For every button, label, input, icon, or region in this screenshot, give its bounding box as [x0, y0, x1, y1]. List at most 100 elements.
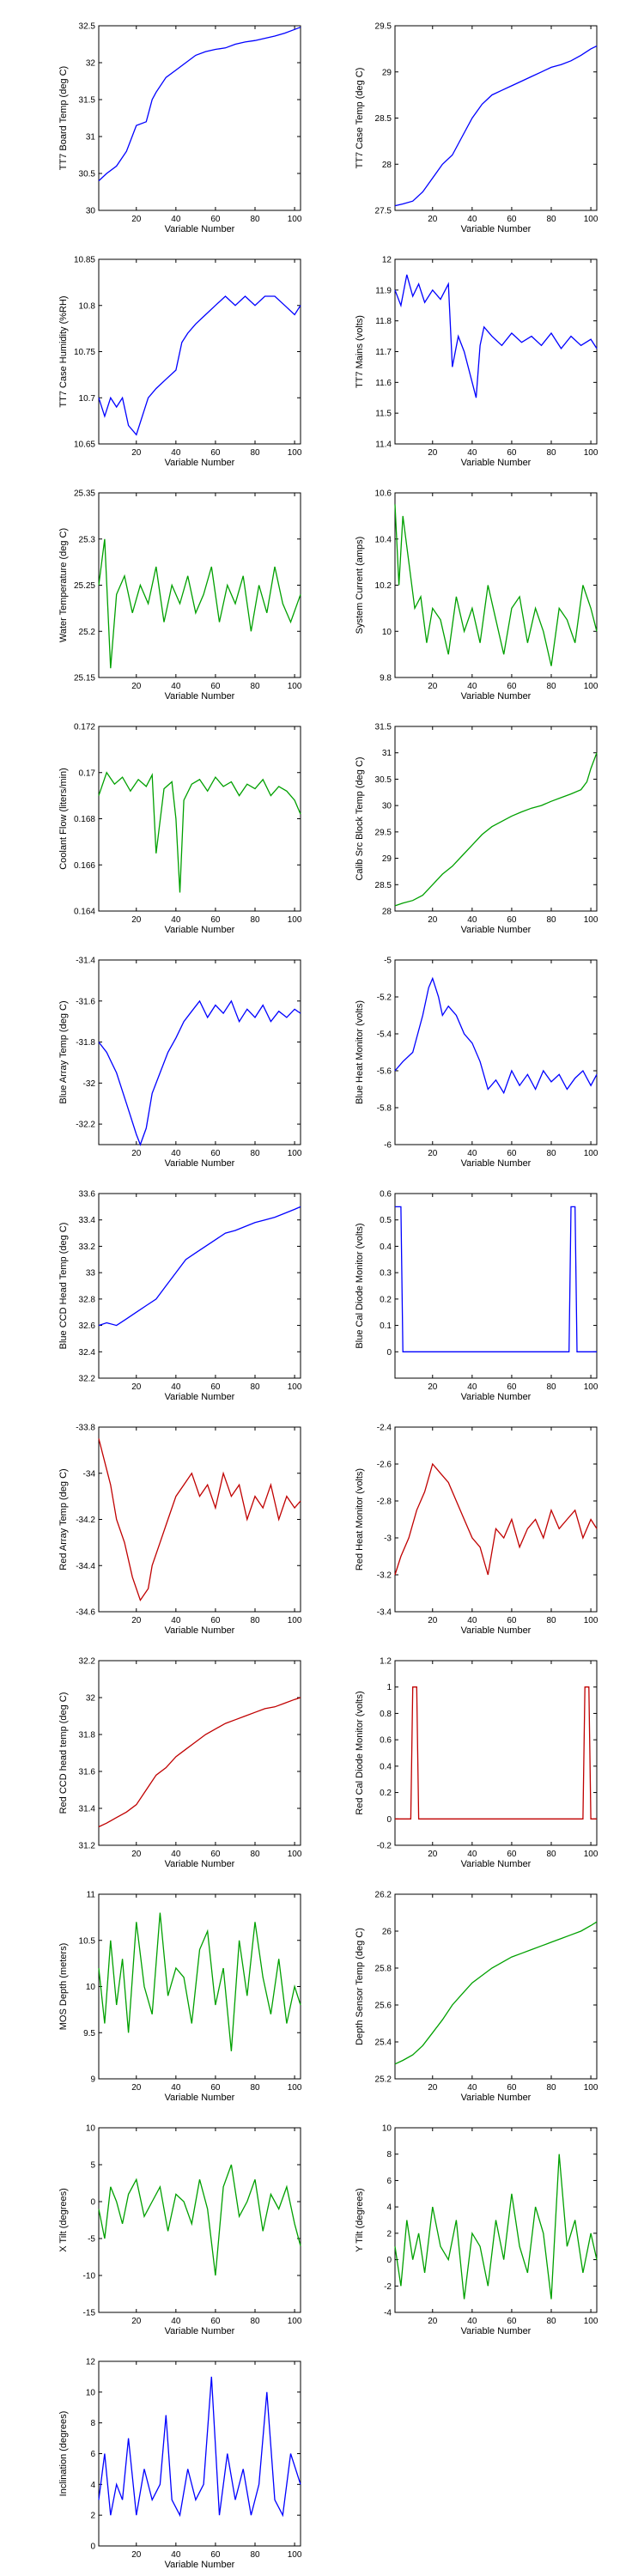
y-tick-label: 0	[386, 1815, 392, 1825]
y-tick-label: 25.25	[74, 581, 95, 591]
y-tick-label: -34.6	[76, 1608, 95, 1618]
series-line	[395, 1206, 597, 1352]
plot-frame	[394, 258, 598, 445]
x-tick-label: 20	[428, 1850, 438, 1859]
x-tick-label: 20	[131, 682, 142, 691]
x-tick-label: 60	[507, 1850, 517, 1859]
x-tick-label: 60	[507, 448, 517, 458]
y-tick-label: 0.3	[380, 1269, 392, 1279]
x-tick-label: 40	[171, 1149, 181, 1158]
x-axis-label: Variable Number	[165, 1859, 235, 1869]
y-tick-label: 8	[386, 2150, 392, 2160]
y-tick-label: 10.5	[79, 1936, 96, 1946]
y-axis-label: Inclination (degrees)	[58, 2411, 69, 2497]
y-tick-label: 0.8	[380, 1710, 392, 1719]
y-tick-label: 29.5	[375, 22, 392, 32]
y-tick-label: 29.5	[375, 828, 392, 837]
y-tick-label: 29	[382, 68, 392, 77]
x-tick-label: 60	[507, 682, 517, 691]
series-line	[394, 752, 598, 907]
y-tick-label: 32.6	[79, 1321, 96, 1331]
x-tick-label: 20	[131, 1850, 142, 1859]
y-axis-label: Red CCD head temp (deg C)	[58, 1692, 69, 1814]
y-tick-label: -0.2	[377, 1842, 392, 1851]
y-tick-label: 32.5	[79, 22, 96, 32]
y-tick-label: 27.5	[375, 207, 392, 216]
y-tick-label: 0.6	[380, 1736, 392, 1746]
y-tick-label: 4	[90, 2481, 95, 2490]
series-line	[394, 504, 598, 666]
y-tick-label: -15	[83, 2309, 96, 2318]
y-tick-label: -3.4	[377, 1608, 392, 1618]
x-tick-label: 100	[288, 1149, 302, 1158]
x-tick-label: 40	[171, 448, 181, 458]
x-axis-label: Variable Number	[461, 691, 532, 702]
y-axis-label: Red Heat Monitor (volts)	[355, 1468, 365, 1571]
x-tick-label: 20	[131, 1149, 142, 1158]
subplot-16: -0.2 0 0.2 0.4 0.6 0.8 1 1.2 20 40 60 80 100 Variable…	[355, 1657, 598, 1870]
x-tick-label: 80	[546, 682, 556, 691]
y-tick-label: -5	[88, 2235, 95, 2245]
series-line	[394, 46, 598, 207]
x-tick-label: 80	[546, 2083, 556, 2093]
y-tick-label: 32	[86, 59, 96, 69]
y-tick-label: -2	[384, 2282, 392, 2292]
y-axis-label: MOS Depth (meters)	[58, 1943, 69, 2030]
x-tick-label: 60	[210, 682, 221, 691]
series-line	[394, 274, 598, 398]
y-axis-label: TT7 Board Temp (deg C)	[58, 66, 69, 170]
x-axis-label: Variable Number	[165, 458, 235, 468]
x-tick-label: 60	[507, 2317, 517, 2326]
plot-frame	[394, 959, 598, 1145]
subplot-14: -3.4 -3.2 -3 -2.8 -2.6 -2.4 20 40 60 80 100 Variabl…	[355, 1424, 598, 1637]
x-axis-label: Variable Number	[165, 1392, 235, 1402]
y-tick-label: -34	[83, 1469, 96, 1479]
x-tick-label: 100	[584, 915, 598, 925]
subplot-20: -4 -2 0 2 4 6 8 10 20 40 60 80 100 Variable Number Y T…	[355, 2124, 598, 2337]
x-axis-label: Variable Number	[461, 224, 532, 234]
y-tick-label: 25.15	[74, 674, 95, 683]
y-tick-label: 31.4	[79, 1805, 96, 1814]
x-tick-label: 20	[131, 2317, 142, 2326]
y-tick-label: 0.17	[79, 769, 96, 778]
y-tick-label: 10	[86, 2124, 96, 2134]
y-tick-label: 32	[86, 1694, 96, 1704]
x-tick-label: 100	[288, 682, 302, 691]
x-axis-label: Variable Number	[461, 1392, 532, 1402]
x-tick-label: 40	[171, 2550, 181, 2560]
y-axis-label: X Tilt (degrees)	[58, 2188, 69, 2252]
x-axis-label: Variable Number	[461, 1859, 532, 1869]
y-tick-label: 1	[386, 1683, 392, 1692]
plot-frame	[394, 1660, 598, 1846]
x-tick-label: 100	[584, 1616, 598, 1625]
y-tick-label: 28	[382, 161, 392, 170]
y-tick-label: 11.9	[375, 286, 392, 295]
y-axis-label: TT7 Case Temp (deg C)	[355, 68, 365, 169]
y-tick-label: 31	[382, 749, 392, 758]
y-tick-label: 10.8	[79, 301, 96, 311]
x-tick-label: 60	[210, 2083, 221, 2093]
plot-frame	[394, 1193, 598, 1379]
plot-frame	[98, 2360, 301, 2547]
x-axis-label: Variable Number	[461, 925, 532, 935]
x-axis-label: Variable Number	[461, 1625, 532, 1636]
subplot-15: 31.2 31.4 31.6 31.8 32 32.2 20 40 60 80 100 Variabl…	[58, 1657, 302, 1870]
y-tick-label: 25.3	[79, 535, 96, 544]
series-line	[98, 295, 301, 436]
y-tick-label: 31.8	[79, 1731, 96, 1741]
y-axis-label: Blue Heat Monitor (volts)	[355, 1000, 365, 1104]
x-tick-label: 40	[467, 2083, 477, 2093]
x-tick-label: 40	[171, 682, 181, 691]
y-tick-label: -5.4	[377, 1030, 392, 1040]
y-axis-label: TT7 Mains (volts)	[355, 315, 365, 388]
x-tick-label: 20	[131, 2083, 142, 2093]
y-tick-label: 31.5	[375, 723, 392, 732]
y-tick-label: -2.4	[377, 1424, 392, 1433]
series-line	[394, 976, 598, 1095]
x-tick-label: 60	[210, 1850, 221, 1859]
x-axis-label: Variable Number	[461, 1158, 532, 1169]
x-tick-label: 40	[467, 915, 477, 925]
x-axis-label: Variable Number	[165, 1158, 235, 1169]
x-tick-label: 100	[288, 215, 302, 224]
